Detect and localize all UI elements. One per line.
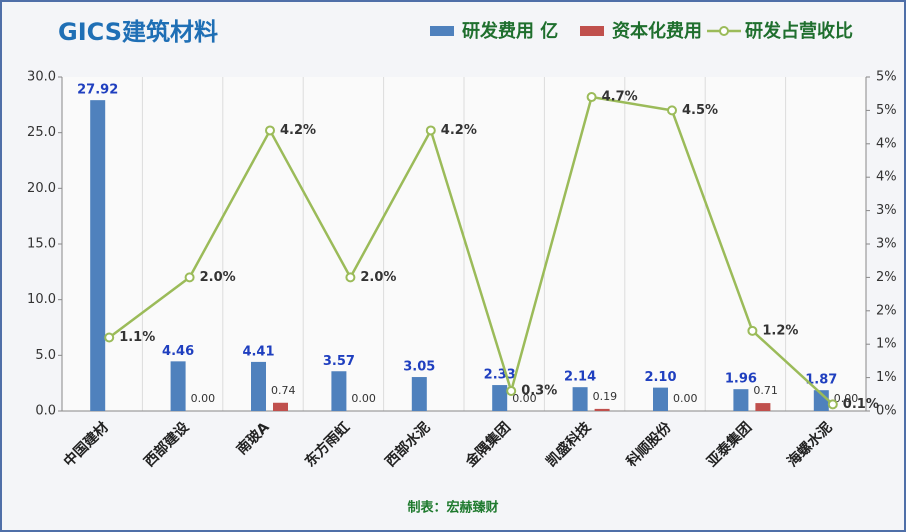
line-point: [506, 385, 517, 396]
bar: [251, 361, 266, 411]
line-value-label: 4.7%: [602, 90, 638, 105]
source-note: 制表：宏赫臻财: [407, 500, 498, 516]
bar-value-label: 2.33: [484, 368, 516, 383]
line-value-label: 4.2%: [441, 123, 477, 138]
bar: [90, 100, 106, 411]
legend-swatch: [719, 26, 729, 36]
bar-value-label: 0.74: [271, 384, 296, 397]
line-point: [667, 105, 677, 116]
line-value-label: 4.2%: [280, 123, 316, 138]
line-value-label: 2.0%: [360, 270, 396, 285]
y2-tick-label: 1%: [876, 337, 897, 352]
line-point: [827, 399, 838, 410]
y2-tick-label: 5%: [876, 103, 897, 118]
bar-value-label: 0.00: [673, 392, 698, 405]
line-point: [345, 272, 356, 283]
bar-value-label: 1.96: [725, 372, 757, 387]
y-tick-label: 25.0: [27, 125, 56, 140]
bar: [653, 387, 668, 411]
bar: [755, 403, 771, 411]
y2-tick-label: 3%: [876, 237, 897, 252]
line-point: [265, 125, 275, 136]
chart-title: GICS建筑材料: [58, 18, 218, 46]
bar: [733, 389, 749, 411]
bar: [594, 408, 610, 411]
bar: [572, 387, 588, 411]
y-tick-label: 15.0: [27, 237, 56, 252]
y-tick-label: 30.0: [27, 70, 56, 85]
y2-tick-label: 1%: [876, 370, 897, 385]
y2-tick-label: 5%: [876, 70, 897, 85]
line-value-label: 2.0%: [200, 270, 236, 285]
line-value-label: 0.3%: [521, 383, 557, 398]
legend-swatch: [430, 26, 454, 36]
bar: [331, 371, 347, 411]
line-value-label: 0.1%: [843, 397, 879, 412]
bar: [813, 390, 829, 411]
bar-value-label: 0.71: [753, 384, 778, 397]
legend-label: 资本化费用: [612, 20, 702, 42]
legend-label: 研发占营收比: [745, 20, 853, 42]
y-tick-label: 0.0: [35, 404, 56, 419]
bar-value-label: 1.87: [805, 373, 837, 388]
y-tick-label: 10.0: [27, 292, 56, 307]
y-tick-label: 5.0: [35, 348, 56, 363]
line-point: [184, 272, 195, 283]
line-value-label: 1.2%: [762, 323, 798, 338]
bar-value-label: 2.14: [564, 370, 596, 385]
bar-value-label: 4.41: [242, 344, 274, 359]
bar: [492, 385, 508, 411]
y2-tick-label: 0%: [876, 404, 897, 419]
y2-tick-label: 2%: [876, 303, 897, 318]
bar-value-label: 0.00: [351, 392, 376, 405]
bar: [273, 402, 288, 411]
line-value-label: 1.1%: [119, 330, 155, 345]
y2-tick-label: 3%: [876, 203, 897, 218]
y2-tick-label: 4%: [876, 170, 897, 185]
bar: [170, 361, 186, 411]
bar-value-label: 27.92: [77, 83, 118, 98]
bar-value-label: 3.57: [323, 354, 355, 369]
bar-value-label: 0.00: [834, 392, 859, 405]
bar-value-label: 2.10: [644, 370, 676, 385]
line-point: [425, 125, 436, 136]
legend-swatch: [580, 26, 604, 36]
y2-tick-label: 2%: [876, 270, 897, 285]
bar-value-label: 0.19: [593, 390, 618, 403]
bar-value-label: 0.00: [191, 392, 216, 405]
line-series: [108, 95, 834, 406]
bar-value-label: 4.46: [162, 344, 194, 359]
line-point: [586, 92, 597, 103]
line-point: [747, 325, 758, 336]
y2-tick-label: 4%: [876, 136, 897, 151]
bar-value-label: 0.00: [512, 392, 537, 405]
bar-value-label: 3.05: [403, 360, 435, 375]
line-value-label: 4.5%: [682, 103, 718, 118]
line-point: [104, 332, 115, 343]
y-tick-label: 20.0: [27, 181, 56, 196]
bar: [411, 377, 427, 411]
legend-label: 研发费用 亿: [462, 20, 558, 42]
